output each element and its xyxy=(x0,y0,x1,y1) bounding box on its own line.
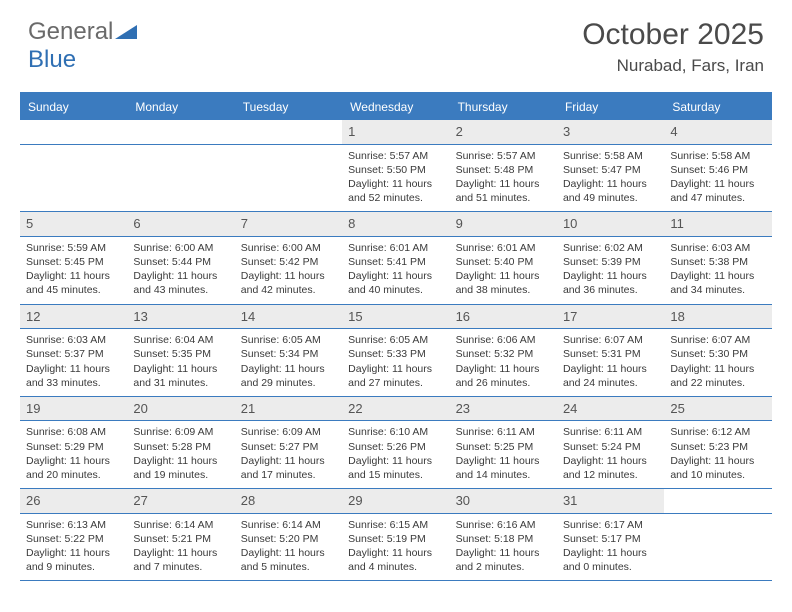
day-info: Sunrise: 6:08 AM Sunset: 5:29 PM Dayligh… xyxy=(20,421,127,488)
day-info xyxy=(664,514,771,581)
day-number: 30 xyxy=(450,489,557,513)
title-block: October 2025 Nurabad, Fars, Iran xyxy=(582,18,764,76)
day-number: 21 xyxy=(235,397,342,421)
day-number: 27 xyxy=(127,489,234,513)
day-number: 18 xyxy=(664,305,771,329)
day-info: Sunrise: 6:05 AM Sunset: 5:34 PM Dayligh… xyxy=(235,329,342,396)
day-number: 15 xyxy=(342,305,449,329)
logo-word1: General xyxy=(28,18,113,45)
day-number: 14 xyxy=(235,305,342,329)
weekday-header: Monday xyxy=(127,94,234,120)
day-number-row: 567891011 xyxy=(20,212,772,237)
day-number: 3 xyxy=(557,120,664,144)
day-number: 16 xyxy=(450,305,557,329)
day-info: Sunrise: 6:07 AM Sunset: 5:31 PM Dayligh… xyxy=(557,329,664,396)
day-info: Sunrise: 6:09 AM Sunset: 5:27 PM Dayligh… xyxy=(235,421,342,488)
day-number: 13 xyxy=(127,305,234,329)
logo: General Blue xyxy=(28,18,137,74)
day-number: 17 xyxy=(557,305,664,329)
day-info: Sunrise: 6:07 AM Sunset: 5:30 PM Dayligh… xyxy=(664,329,771,396)
day-info: Sunrise: 6:17 AM Sunset: 5:17 PM Dayligh… xyxy=(557,514,664,581)
day-info: Sunrise: 5:57 AM Sunset: 5:48 PM Dayligh… xyxy=(450,145,557,212)
day-info: Sunrise: 6:01 AM Sunset: 5:41 PM Dayligh… xyxy=(342,237,449,304)
day-number xyxy=(235,120,342,144)
day-info: Sunrise: 6:06 AM Sunset: 5:32 PM Dayligh… xyxy=(450,329,557,396)
weekday-header: Wednesday xyxy=(342,94,449,120)
day-info: Sunrise: 6:12 AM Sunset: 5:23 PM Dayligh… xyxy=(664,421,771,488)
day-info-row: Sunrise: 5:59 AM Sunset: 5:45 PM Dayligh… xyxy=(20,237,772,305)
day-number: 28 xyxy=(235,489,342,513)
day-info-row: Sunrise: 5:57 AM Sunset: 5:50 PM Dayligh… xyxy=(20,145,772,213)
weekday-header: Tuesday xyxy=(235,94,342,120)
weekday-header: Saturday xyxy=(664,94,771,120)
calendar-table: SundayMondayTuesdayWednesdayThursdayFrid… xyxy=(20,92,772,581)
day-number: 12 xyxy=(20,305,127,329)
location-text: Nurabad, Fars, Iran xyxy=(582,56,764,76)
day-number: 5 xyxy=(20,212,127,236)
day-info: Sunrise: 5:59 AM Sunset: 5:45 PM Dayligh… xyxy=(20,237,127,304)
day-info: Sunrise: 6:11 AM Sunset: 5:24 PM Dayligh… xyxy=(557,421,664,488)
day-number-row: 262728293031 xyxy=(20,489,772,514)
page-header: General Blue October 2025 Nurabad, Fars,… xyxy=(0,0,792,84)
day-info: Sunrise: 6:00 AM Sunset: 5:42 PM Dayligh… xyxy=(235,237,342,304)
day-number: 22 xyxy=(342,397,449,421)
day-number: 31 xyxy=(557,489,664,513)
day-number: 9 xyxy=(450,212,557,236)
month-title: October 2025 xyxy=(582,18,764,52)
day-number-row: 12131415161718 xyxy=(20,305,772,330)
day-number: 25 xyxy=(664,397,771,421)
day-number: 11 xyxy=(664,212,771,236)
day-number: 1 xyxy=(342,120,449,144)
weekday-header: Friday xyxy=(557,94,664,120)
day-number xyxy=(20,120,127,144)
day-number-row: 19202122232425 xyxy=(20,397,772,422)
day-info: Sunrise: 6:15 AM Sunset: 5:19 PM Dayligh… xyxy=(342,514,449,581)
day-number xyxy=(127,120,234,144)
logo-text: General Blue xyxy=(28,18,137,74)
weekday-header-row: SundayMondayTuesdayWednesdayThursdayFrid… xyxy=(20,94,772,120)
day-info: Sunrise: 6:01 AM Sunset: 5:40 PM Dayligh… xyxy=(450,237,557,304)
day-info: Sunrise: 6:04 AM Sunset: 5:35 PM Dayligh… xyxy=(127,329,234,396)
day-info xyxy=(235,145,342,212)
day-number: 24 xyxy=(557,397,664,421)
day-number: 7 xyxy=(235,212,342,236)
weekday-header: Thursday xyxy=(450,94,557,120)
day-number: 8 xyxy=(342,212,449,236)
day-info: Sunrise: 6:05 AM Sunset: 5:33 PM Dayligh… xyxy=(342,329,449,396)
day-info: Sunrise: 6:02 AM Sunset: 5:39 PM Dayligh… xyxy=(557,237,664,304)
day-info: Sunrise: 6:13 AM Sunset: 5:22 PM Dayligh… xyxy=(20,514,127,581)
day-info: Sunrise: 6:00 AM Sunset: 5:44 PM Dayligh… xyxy=(127,237,234,304)
day-number: 20 xyxy=(127,397,234,421)
day-info: Sunrise: 5:58 AM Sunset: 5:46 PM Dayligh… xyxy=(664,145,771,212)
day-info: Sunrise: 5:58 AM Sunset: 5:47 PM Dayligh… xyxy=(557,145,664,212)
day-info: Sunrise: 6:11 AM Sunset: 5:25 PM Dayligh… xyxy=(450,421,557,488)
day-info: Sunrise: 6:14 AM Sunset: 5:20 PM Dayligh… xyxy=(235,514,342,581)
logo-triangle-icon xyxy=(115,23,137,39)
day-number-row: 1234 xyxy=(20,120,772,145)
day-info-row: Sunrise: 6:03 AM Sunset: 5:37 PM Dayligh… xyxy=(20,329,772,397)
day-number: 10 xyxy=(557,212,664,236)
day-number xyxy=(664,489,771,513)
day-info xyxy=(20,145,127,212)
day-info-row: Sunrise: 6:08 AM Sunset: 5:29 PM Dayligh… xyxy=(20,421,772,489)
day-info: Sunrise: 6:10 AM Sunset: 5:26 PM Dayligh… xyxy=(342,421,449,488)
day-number: 26 xyxy=(20,489,127,513)
day-number: 19 xyxy=(20,397,127,421)
day-info: Sunrise: 6:14 AM Sunset: 5:21 PM Dayligh… xyxy=(127,514,234,581)
day-info: Sunrise: 6:09 AM Sunset: 5:28 PM Dayligh… xyxy=(127,421,234,488)
day-info: Sunrise: 6:16 AM Sunset: 5:18 PM Dayligh… xyxy=(450,514,557,581)
day-info-row: Sunrise: 6:13 AM Sunset: 5:22 PM Dayligh… xyxy=(20,514,772,582)
day-info: Sunrise: 5:57 AM Sunset: 5:50 PM Dayligh… xyxy=(342,145,449,212)
day-number: 2 xyxy=(450,120,557,144)
logo-word2: Blue xyxy=(28,46,76,73)
day-number: 4 xyxy=(664,120,771,144)
day-number: 29 xyxy=(342,489,449,513)
day-info xyxy=(127,145,234,212)
weekday-header: Sunday xyxy=(20,94,127,120)
day-number: 23 xyxy=(450,397,557,421)
day-number: 6 xyxy=(127,212,234,236)
day-info: Sunrise: 6:03 AM Sunset: 5:37 PM Dayligh… xyxy=(20,329,127,396)
day-info: Sunrise: 6:03 AM Sunset: 5:38 PM Dayligh… xyxy=(664,237,771,304)
